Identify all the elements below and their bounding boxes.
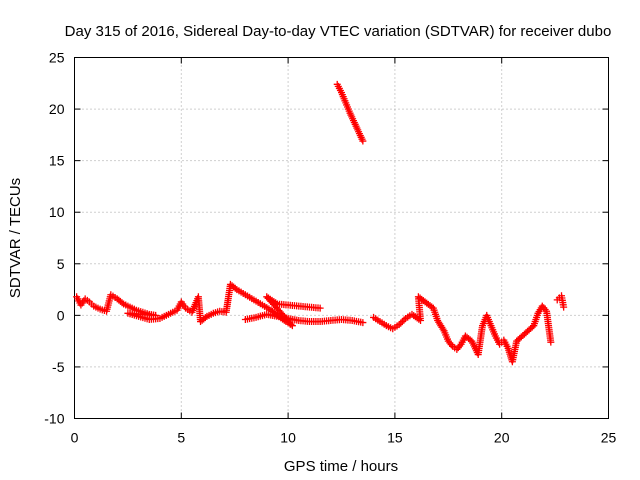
x-tick-label: 5 xyxy=(177,430,185,446)
data-point xyxy=(316,304,324,312)
x-tick-labels: 0 5 10 15 20 25 xyxy=(71,430,617,446)
y-axis-label: SDTVAR / TECUs xyxy=(7,178,24,298)
y-tick-label: 0 xyxy=(57,307,65,323)
x-tick-label: 20 xyxy=(494,430,510,446)
data-point xyxy=(359,137,367,145)
y-tick-label: 25 xyxy=(49,50,65,66)
x-tick-label: 10 xyxy=(280,430,296,446)
data-point xyxy=(118,299,126,307)
data-point xyxy=(397,319,405,327)
data-points xyxy=(73,80,568,366)
x-tick-label: 15 xyxy=(387,430,403,446)
data-point xyxy=(400,316,408,324)
y-tick-label: 10 xyxy=(49,204,65,220)
plot-frame xyxy=(74,57,609,419)
data-point xyxy=(395,321,403,329)
x-axis-label: GPS time / hours xyxy=(284,458,398,475)
y-tick-label: 20 xyxy=(49,101,65,117)
data-point xyxy=(560,303,568,311)
data-point xyxy=(231,284,239,292)
chart-title: Day 315 of 2016, Sidereal Day-to-day VTE… xyxy=(65,23,612,40)
data-point xyxy=(359,319,367,327)
y-tick-labels: -10 -5 0 5 10 15 20 25 xyxy=(44,50,64,427)
grid-lines xyxy=(74,57,609,419)
axis-ticks xyxy=(74,57,609,419)
y-tick-label: -5 xyxy=(52,359,65,375)
data-point xyxy=(398,318,406,326)
y-tick-label: 5 xyxy=(57,256,65,272)
x-tick-label: 0 xyxy=(71,430,79,446)
data-point xyxy=(547,338,555,346)
data-point xyxy=(201,314,209,322)
x-tick-label: 25 xyxy=(601,430,617,446)
y-tick-label: 15 xyxy=(49,153,65,169)
y-tick-label: -10 xyxy=(44,411,64,427)
